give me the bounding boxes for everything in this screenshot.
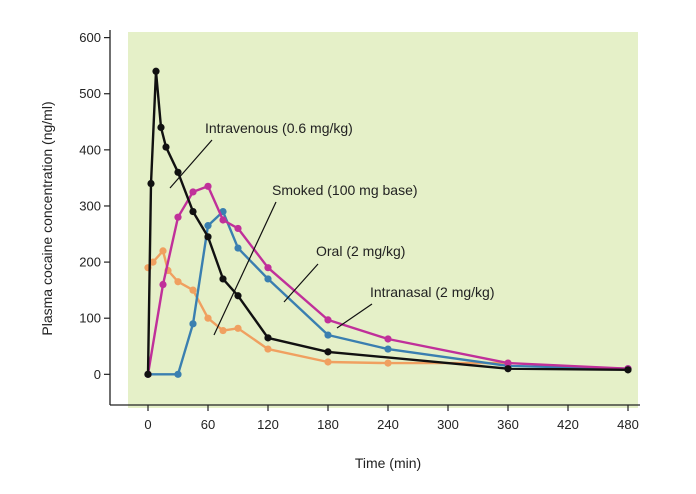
point-s0-9	[234, 292, 242, 300]
series-layer	[144, 67, 632, 378]
point-s0-12	[504, 365, 512, 373]
point-s0-6	[189, 207, 197, 216]
plot-background	[128, 32, 638, 408]
series-line-1	[146, 185, 629, 375]
point-s1-4	[204, 182, 212, 190]
point-s3-10	[324, 358, 332, 366]
x-tick-label-60: 60	[201, 417, 215, 432]
callout-label-1: Smoked (100 mg base)	[272, 182, 418, 198]
callout-leader-1	[213, 201, 277, 336]
x-tick-label-180: 180	[317, 417, 339, 432]
callout-leader-0	[169, 139, 213, 189]
callout-leader-2	[283, 263, 319, 303]
point-s1-6	[234, 224, 242, 233]
callout-label-2: Oral (2 mg/kg)	[316, 243, 405, 259]
point-s0-1	[147, 179, 155, 188]
point-s3-6	[204, 314, 212, 322]
point-s3-2	[159, 247, 167, 255]
point-s1-2	[174, 213, 182, 221]
point-s3-8	[234, 324, 242, 332]
point-s0-2	[152, 67, 160, 75]
point-s3-1	[149, 258, 157, 266]
x-tick-label-240: 240	[377, 417, 399, 432]
callout-layer: Intravenous (0.6 mg/kg) Smoked (100 mg ba…	[169, 120, 495, 336]
ticks-layer: 0 100 200 300 400 500 600 0 60 120 180 240 300 360 420…	[79, 30, 639, 432]
y-tick-label-500: 500	[79, 86, 101, 101]
point-s3-9	[264, 345, 272, 353]
x-tick-label-300: 300	[437, 417, 459, 432]
point-s0-0	[144, 370, 152, 378]
x-tick-label-360: 360	[497, 417, 519, 432]
point-s3-7	[219, 326, 227, 335]
series-1	[144, 182, 632, 378]
point-s1-8	[324, 316, 332, 324]
point-s2-1	[174, 370, 182, 378]
point-s2-2	[189, 320, 197, 328]
point-s0-5	[174, 168, 182, 176]
y-tick-label-0: 0	[94, 367, 101, 382]
point-s2-5	[234, 244, 242, 252]
x-tick-label-120: 120	[257, 417, 279, 432]
series-line-0	[146, 70, 629, 375]
y-axis-title: Plasma cocaine concentration (ng/ml)	[39, 101, 55, 335]
point-s2-6	[264, 275, 272, 283]
point-s0-7	[204, 233, 212, 241]
point-s1-9	[384, 335, 392, 343]
point-s1-10	[504, 359, 512, 367]
callout-label-0: Intravenous (0.6 mg/kg)	[205, 120, 353, 136]
point-s1-5	[219, 216, 227, 224]
y-tick-label-100: 100	[79, 311, 101, 326]
y-tick-label-300: 300	[79, 198, 101, 213]
point-s2-8	[384, 345, 392, 353]
point-s2-3	[204, 222, 212, 230]
x-tick-label-480: 480	[617, 417, 639, 432]
point-s0-3	[157, 123, 165, 132]
point-s2-7	[324, 331, 332, 339]
x-tick-label-0: 0	[144, 417, 151, 432]
point-s3-4	[174, 278, 182, 286]
callout-leader-3	[336, 303, 373, 329]
y-tick-label-400: 400	[79, 142, 101, 157]
x-axis-title: Time (min)	[355, 455, 421, 471]
x-tick-label-420: 420	[557, 417, 579, 432]
y-tick-label-200: 200	[79, 255, 101, 270]
point-s1-1	[159, 280, 167, 289]
series-0	[144, 67, 632, 378]
point-s1-7	[264, 264, 272, 272]
point-s0-13	[624, 366, 632, 374]
point-s0-8	[219, 275, 227, 283]
point-s0-11	[324, 348, 332, 356]
point-s3-5	[189, 286, 197, 294]
callout-label-3: Intranasal (2 mg/kg)	[370, 284, 495, 300]
point-s0-4	[162, 143, 170, 151]
point-s3-11	[384, 359, 392, 367]
point-s0-10	[264, 334, 272, 342]
y-tick-label-600: 600	[79, 30, 101, 45]
point-s1-3	[189, 188, 197, 196]
series-3	[144, 247, 512, 367]
axes-layer	[109, 30, 640, 406]
